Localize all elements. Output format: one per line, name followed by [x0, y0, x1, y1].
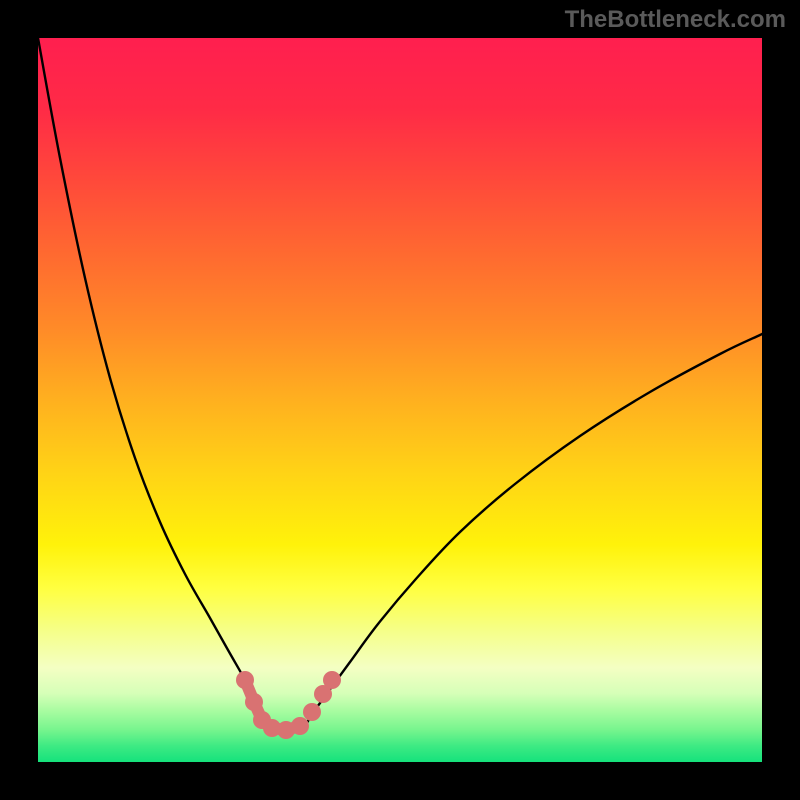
- watermark-text: TheBottleneck.com: [565, 6, 786, 34]
- plot-area: [38, 38, 764, 762]
- marker-dot: [236, 671, 254, 689]
- chart-svg: [0, 0, 800, 800]
- marker-dot: [303, 703, 321, 721]
- root-canvas: TheBottleneck.com: [0, 0, 800, 800]
- marker-dot: [323, 671, 341, 689]
- marker-dot: [291, 717, 309, 735]
- gradient-background: [38, 38, 762, 762]
- marker-dot: [245, 693, 263, 711]
